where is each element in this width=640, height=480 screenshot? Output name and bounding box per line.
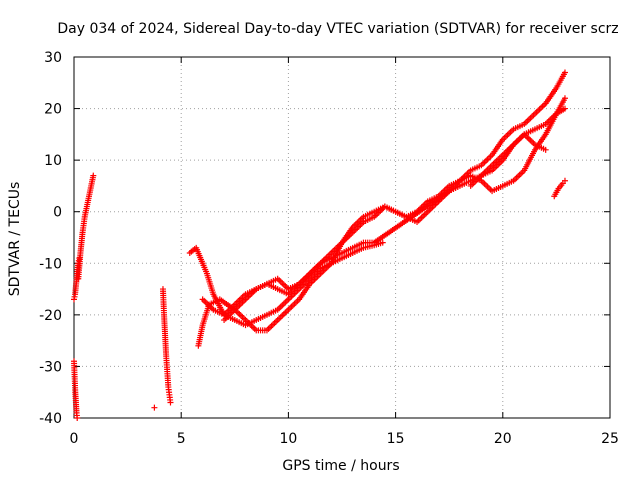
data-point	[542, 146, 549, 153]
data-point	[151, 404, 158, 411]
series-track-k	[551, 177, 568, 200]
data-point	[379, 239, 386, 246]
axis-ticks	[73, 56, 611, 419]
y-tick-label: 20	[44, 102, 62, 118]
data-series	[71, 69, 568, 421]
y-tick-label: 10	[44, 153, 62, 169]
grid-lines	[74, 57, 610, 418]
x-axis-label: GPS time / hours	[282, 458, 399, 474]
plot-frame	[73, 56, 611, 419]
x-tick-label: 0	[70, 431, 79, 447]
series-track-c	[75, 172, 97, 282]
data-point	[561, 69, 568, 76]
x-tick-label: 25	[601, 431, 619, 447]
x-tick-label: 10	[279, 431, 297, 447]
data-point	[561, 95, 568, 102]
y-tick-label: -40	[39, 411, 62, 427]
series-track-i	[221, 105, 568, 324]
x-tick-label: 15	[387, 431, 405, 447]
series-track-j	[467, 131, 549, 189]
data-point	[561, 177, 568, 184]
chart-title: Day 034 of 2024, Sidereal Day-to-day VTE…	[57, 21, 618, 37]
y-tick-labels: -40 -30 -20 -10 0 10 20 30	[39, 50, 62, 427]
data-point	[561, 105, 568, 112]
x-tick-labels: 0 5 10 15 20 25	[70, 431, 619, 447]
series-track-e	[159, 286, 174, 406]
y-tick-label: -20	[39, 308, 62, 324]
y-tick-label: -30	[39, 359, 62, 375]
data-point	[90, 172, 97, 179]
x-tick-label: 20	[494, 431, 512, 447]
y-tick-label: -10	[39, 256, 62, 272]
series-track-d	[151, 404, 158, 411]
y-tick-label: 30	[44, 50, 62, 66]
y-axis-label: SDTVAR / TECUs	[7, 182, 23, 297]
data-point	[167, 399, 174, 406]
data-point	[74, 415, 81, 421]
y-tick-label: 0	[53, 205, 62, 221]
series-track-b	[71, 358, 81, 421]
x-tick-label: 5	[177, 431, 186, 447]
